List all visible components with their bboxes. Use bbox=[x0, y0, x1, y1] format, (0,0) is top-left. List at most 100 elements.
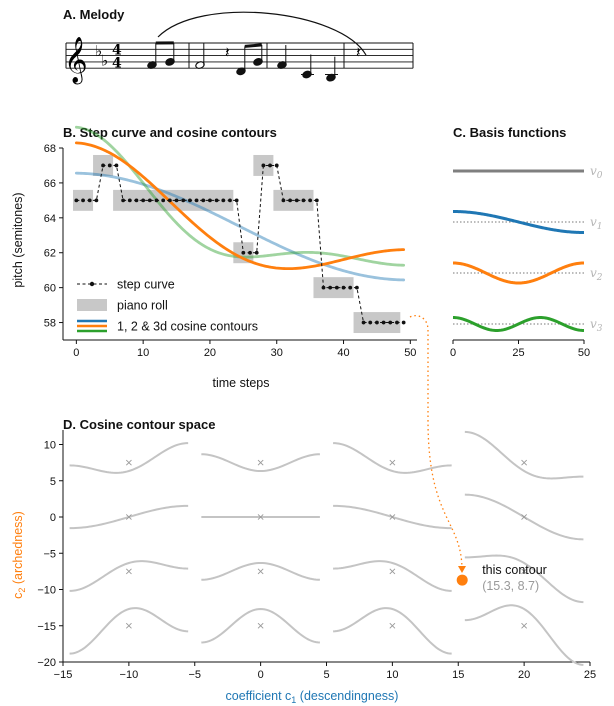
step-curve-point bbox=[321, 285, 326, 290]
x-tick-label: 25 bbox=[512, 347, 524, 359]
cosine-contour-2 bbox=[74, 141, 406, 271]
panel-b-chart: 58 60 62 64 66 68 0 10 20 30 40 50 step curve piano … bbox=[11, 125, 417, 390]
step-curve-point bbox=[121, 198, 126, 203]
x-tick-label: 20 bbox=[518, 669, 530, 681]
flat-sign: ♭ bbox=[95, 42, 102, 60]
panel-b-axes: 58 60 62 64 66 68 0 10 20 30 40 50 bbox=[44, 143, 417, 359]
contour-center-marker bbox=[521, 568, 528, 575]
x-tick-label: 0 bbox=[450, 347, 456, 359]
step-curve-point bbox=[194, 198, 199, 203]
contour-glyph bbox=[201, 607, 320, 644]
step-curve-point bbox=[328, 285, 333, 290]
step-curve-point bbox=[368, 320, 373, 325]
contour-center-marker bbox=[389, 459, 396, 466]
step-curve-point bbox=[241, 250, 246, 255]
contour-glyph bbox=[333, 607, 452, 655]
y-tick-label: 0 bbox=[50, 512, 56, 524]
basis-label: v0 bbox=[590, 164, 603, 181]
contour-center-marker bbox=[521, 514, 528, 520]
step-curve-point bbox=[114, 163, 119, 168]
basis-function-v2 bbox=[452, 261, 585, 285]
contour-center-marker bbox=[389, 622, 396, 629]
step-curve-point bbox=[361, 320, 366, 325]
quarter-rest: 𝄽 bbox=[356, 44, 361, 62]
x-tick-label: 0 bbox=[258, 669, 264, 681]
contour-glyph bbox=[201, 453, 320, 473]
step-curve-point bbox=[401, 320, 406, 325]
contour-glyph bbox=[69, 442, 189, 474]
panel-d-ylabel: c2 (archedness) bbox=[11, 511, 27, 599]
x-tick-label: 5 bbox=[323, 669, 329, 681]
basis-function-v3 bbox=[452, 315, 585, 333]
step-curve-point bbox=[354, 285, 359, 290]
panel-c-title: C. Basis functions bbox=[453, 125, 566, 140]
x-tick-label: 10 bbox=[386, 669, 398, 681]
y-tick-label: 10 bbox=[44, 440, 56, 452]
step-curve-point bbox=[254, 250, 259, 255]
y-tick-label: −15 bbox=[37, 621, 56, 633]
contour-center-marker bbox=[125, 459, 132, 466]
panel-b-legend: step curve piano roll 1, 2 & 3d cosine con… bbox=[77, 278, 258, 334]
contour-center-marker bbox=[125, 568, 132, 575]
step-curve-point bbox=[208, 198, 212, 203]
step-curve-point bbox=[74, 198, 79, 203]
step-curve-point bbox=[214, 198, 219, 203]
step-curve-point bbox=[161, 198, 166, 203]
step-curve-point bbox=[107, 163, 112, 168]
panel-b-xlabel: time steps bbox=[213, 376, 270, 390]
step-curve-point bbox=[308, 198, 313, 203]
treble-clef: 𝄞 bbox=[64, 37, 88, 85]
basis-function-v1 bbox=[453, 210, 584, 234]
step-curve-point bbox=[154, 198, 159, 203]
step-curve-point bbox=[87, 198, 92, 203]
step-curve-point bbox=[101, 163, 105, 168]
y-tick-label: 68 bbox=[44, 143, 56, 155]
x-tick-label: 25 bbox=[584, 669, 596, 681]
step-curve-point bbox=[127, 198, 132, 203]
x-tick-label: 40 bbox=[337, 347, 349, 359]
basis-label: v3 bbox=[590, 317, 603, 334]
legend-entry: piano roll bbox=[117, 299, 168, 313]
this-contour-point bbox=[456, 574, 468, 586]
step-curve-point bbox=[395, 320, 399, 325]
contour-center-marker bbox=[257, 568, 264, 575]
y-tick-label: −20 bbox=[37, 657, 56, 669]
step-curve-point bbox=[228, 198, 232, 203]
step-curve-point bbox=[141, 198, 146, 203]
x-tick-label: −15 bbox=[54, 669, 73, 681]
step-curve-point bbox=[375, 320, 379, 325]
contour-space-curves: this contour (15.3, 8.7) bbox=[69, 430, 584, 666]
melody-staff: 𝄞 ♭♭44𝄽 𝄽 bbox=[64, 11, 414, 85]
x-tick-label: 20 bbox=[204, 347, 216, 359]
basis-label: v2 bbox=[590, 266, 603, 283]
contour-glyph bbox=[69, 560, 189, 592]
contour-center-marker bbox=[257, 514, 264, 520]
step-curve-point bbox=[381, 320, 386, 325]
contour-center-marker bbox=[521, 459, 528, 466]
panel-d-xlabel: coefficient c1 (descendingness) bbox=[226, 689, 399, 705]
step-curve-point bbox=[341, 285, 346, 290]
y-tick-label: 62 bbox=[44, 248, 56, 260]
time-signature-bottom: 4 bbox=[112, 56, 122, 72]
contour-glyph bbox=[333, 442, 452, 474]
contour-center-marker bbox=[257, 459, 264, 466]
contour-center-marker bbox=[257, 622, 264, 629]
x-tick-label: 10 bbox=[137, 347, 149, 359]
y-tick-label: 64 bbox=[44, 213, 56, 225]
flat-sign: ♭ bbox=[101, 52, 108, 70]
step-curve-point bbox=[288, 198, 292, 203]
step-curve-point bbox=[188, 198, 192, 203]
panel-d-title: D. Cosine contour space bbox=[63, 417, 215, 432]
step-curve-point bbox=[167, 198, 172, 203]
step-curve-point bbox=[181, 198, 186, 203]
quarter-rest: 𝄽 bbox=[225, 44, 230, 62]
basis-label: v1 bbox=[590, 215, 603, 232]
step-curve-layer bbox=[74, 163, 406, 325]
panel-b-ylabel: pitch (semitones) bbox=[11, 192, 25, 287]
legend-step-marker bbox=[89, 281, 95, 287]
y-tick-label: 5 bbox=[50, 476, 56, 488]
contour-center-marker bbox=[521, 622, 528, 629]
